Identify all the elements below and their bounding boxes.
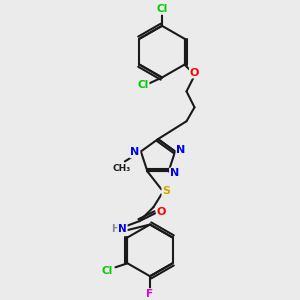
Text: Cl: Cl xyxy=(102,266,113,276)
Text: N: N xyxy=(176,146,186,155)
Text: N: N xyxy=(118,224,127,234)
Text: N: N xyxy=(130,148,140,158)
Text: H: H xyxy=(111,224,119,234)
Text: O: O xyxy=(190,68,199,77)
Text: Cl: Cl xyxy=(156,4,168,14)
Text: S: S xyxy=(162,186,170,196)
Text: N: N xyxy=(170,168,179,178)
Text: CH₃: CH₃ xyxy=(113,164,131,173)
Text: F: F xyxy=(146,289,154,299)
Text: Cl: Cl xyxy=(137,80,148,90)
Text: O: O xyxy=(157,207,166,217)
